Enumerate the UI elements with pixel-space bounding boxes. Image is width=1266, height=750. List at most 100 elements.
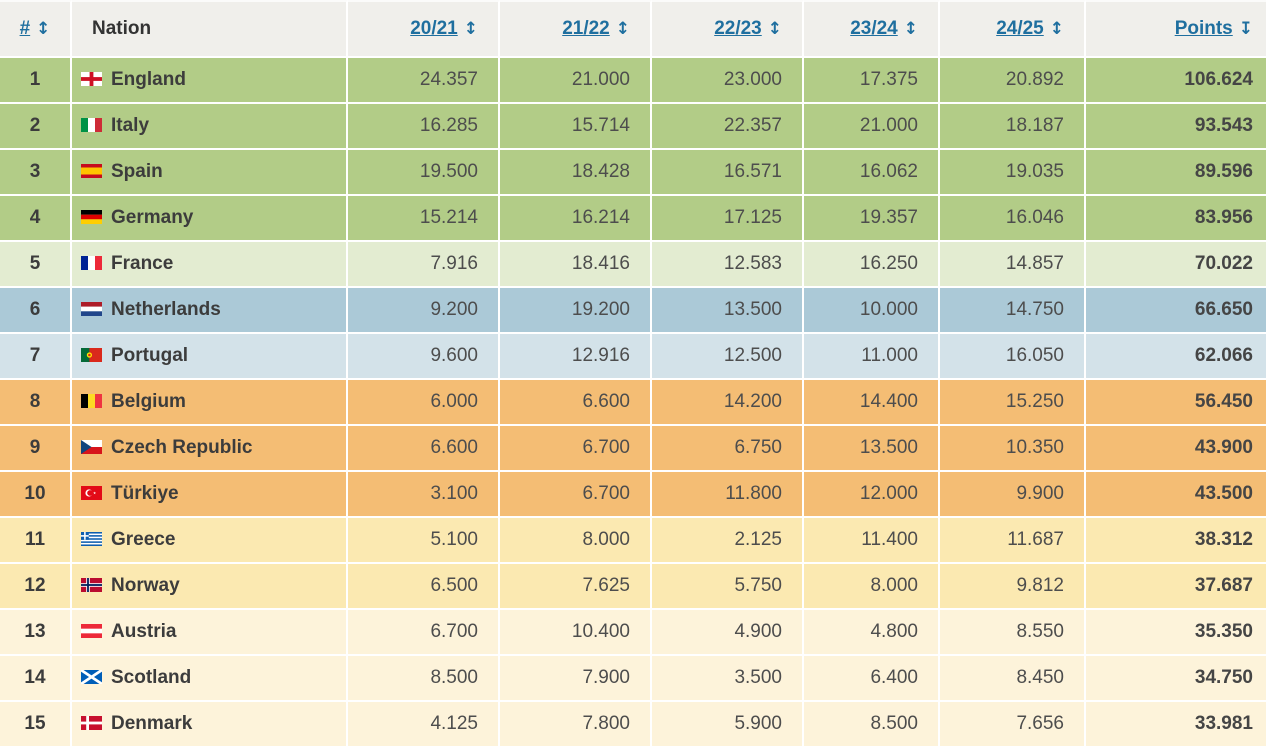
season-value: 8.450 <box>1016 667 1064 688</box>
season-value: 16.285 <box>419 115 478 136</box>
points-value: 62.066 <box>1194 345 1253 366</box>
sort-link-s2122[interactable]: 21/22 <box>562 18 610 39</box>
sort-down-icon[interactable]: ↧ <box>1238 19 1253 39</box>
season-value: 17.375 <box>859 69 918 90</box>
points-value: 56.450 <box>1194 391 1253 412</box>
season-value: 7.900 <box>582 667 630 688</box>
season-value-cell: 4.800 <box>804 610 940 656</box>
season-value-cell: 21.000 <box>500 58 652 104</box>
nation-cell: Greece <box>72 518 348 564</box>
season-value-cell: 17.375 <box>804 58 940 104</box>
rank-cell: 1 <box>0 58 72 104</box>
season-value: 14.200 <box>723 391 782 412</box>
nation-name: Türkiye <box>111 483 179 504</box>
season-value-cell: 4.125 <box>348 702 500 748</box>
season-value: 14.857 <box>1005 253 1064 274</box>
rank-value: 9 <box>29 437 41 458</box>
points-value: 93.543 <box>1194 115 1253 136</box>
season-value: 6.600 <box>582 391 630 412</box>
sort-updown-icon[interactable]: ↕ <box>903 19 918 39</box>
season-value: 9.600 <box>430 345 478 366</box>
portugal-flag-icon <box>81 348 102 362</box>
season-value: 18.187 <box>1005 115 1064 136</box>
season-value-cell: 3.500 <box>652 656 804 702</box>
sort-link-s2021[interactable]: 20/21 <box>410 18 458 39</box>
season-value: 16.571 <box>723 161 782 182</box>
column-header-s2425[interactable]: 24/25 ↕ <box>940 0 1086 58</box>
nation-cell: Netherlands <box>72 288 348 334</box>
points-value: 37.687 <box>1194 575 1253 596</box>
season-value-cell: 19.200 <box>500 288 652 334</box>
belgium-flag-icon <box>81 394 102 408</box>
points-cell: 34.750 <box>1086 656 1266 702</box>
season-value: 14.750 <box>1005 299 1064 320</box>
column-header-rank[interactable]: # ↕ <box>0 0 72 58</box>
sort-link-s2425[interactable]: 24/25 <box>996 18 1044 39</box>
season-value-cell: 9.200 <box>348 288 500 334</box>
season-value: 22.357 <box>723 115 782 136</box>
column-header-points[interactable]: Points ↧ <box>1086 0 1266 58</box>
sort-link-s2223[interactable]: 22/23 <box>714 18 762 39</box>
season-value-cell: 23.000 <box>652 58 804 104</box>
germany-flag-icon <box>81 210 102 224</box>
season-value-cell: 12.000 <box>804 472 940 518</box>
rank-value: 3 <box>29 161 41 182</box>
sort-link-points[interactable]: Points <box>1174 18 1233 39</box>
rank-cell: 5 <box>0 242 72 288</box>
points-value: 89.596 <box>1194 161 1253 182</box>
column-header-s2223[interactable]: 22/23 ↕ <box>652 0 804 58</box>
season-value: 11.400 <box>861 529 918 550</box>
table-row-scotland: 14 Scotland 8.500 7.900 3.500 6.400 8.450 34.75… <box>0 656 1266 702</box>
season-value-cell: 3.100 <box>348 472 500 518</box>
season-value-cell: 16.046 <box>940 196 1086 242</box>
sort-updown-icon[interactable]: ↕ <box>615 19 630 39</box>
column-header-s2122[interactable]: 21/22 ↕ <box>500 0 652 58</box>
rank-cell: 4 <box>0 196 72 242</box>
season-value: 8.500 <box>870 713 918 734</box>
season-value: 23.000 <box>723 69 782 90</box>
season-value: 12.500 <box>723 345 782 366</box>
nation-cell: France <box>72 242 348 288</box>
sort-updown-icon[interactable]: ↕ <box>1049 19 1064 39</box>
nation-cell: Norway <box>72 564 348 610</box>
column-header-s2021[interactable]: 20/21 ↕ <box>348 0 500 58</box>
column-header-s2324[interactable]: 23/24 ↕ <box>804 0 940 58</box>
points-value: 38.312 <box>1194 529 1253 550</box>
nation-name: Netherlands <box>111 299 221 320</box>
sort-updown-icon[interactable]: ↕ <box>463 19 478 39</box>
season-value: 12.916 <box>571 345 630 366</box>
season-value: 16.250 <box>859 253 918 274</box>
season-value: 16.050 <box>1005 345 1064 366</box>
season-value-cell: 16.062 <box>804 150 940 196</box>
points-cell: 106.624 <box>1086 58 1266 104</box>
czech-flag-icon <box>81 440 102 454</box>
season-value: 10.400 <box>571 621 630 642</box>
points-cell: 37.687 <box>1086 564 1266 610</box>
rank-cell: 3 <box>0 150 72 196</box>
season-value: 21.000 <box>571 69 630 90</box>
sort-updown-icon[interactable]: ↕ <box>767 19 782 39</box>
rank-cell: 7 <box>0 334 72 380</box>
season-value: 6.600 <box>430 437 478 458</box>
season-value: 12.583 <box>723 253 782 274</box>
rank-value: 11 <box>24 529 46 550</box>
season-value-cell: 8.000 <box>804 564 940 610</box>
rank-cell: 9 <box>0 426 72 472</box>
season-value-cell: 6.400 <box>804 656 940 702</box>
season-value-cell: 14.400 <box>804 380 940 426</box>
season-value-cell: 9.812 <box>940 564 1086 610</box>
sort-link-rank[interactable]: # <box>19 18 31 39</box>
austria-flag-icon <box>81 624 102 638</box>
season-value: 13.500 <box>723 299 782 320</box>
sort-link-s2324[interactable]: 23/24 <box>850 18 898 39</box>
season-value: 24.357 <box>419 69 478 90</box>
rank-cell: 8 <box>0 380 72 426</box>
points-value: 35.350 <box>1194 621 1253 642</box>
sort-updown-icon[interactable]: ↕ <box>36 19 51 39</box>
season-value-cell: 10.000 <box>804 288 940 334</box>
season-value: 9.200 <box>430 299 478 320</box>
season-value: 15.714 <box>571 115 630 136</box>
season-value: 5.900 <box>734 713 782 734</box>
points-value: 43.500 <box>1194 483 1253 504</box>
season-value: 20.892 <box>1005 69 1064 90</box>
